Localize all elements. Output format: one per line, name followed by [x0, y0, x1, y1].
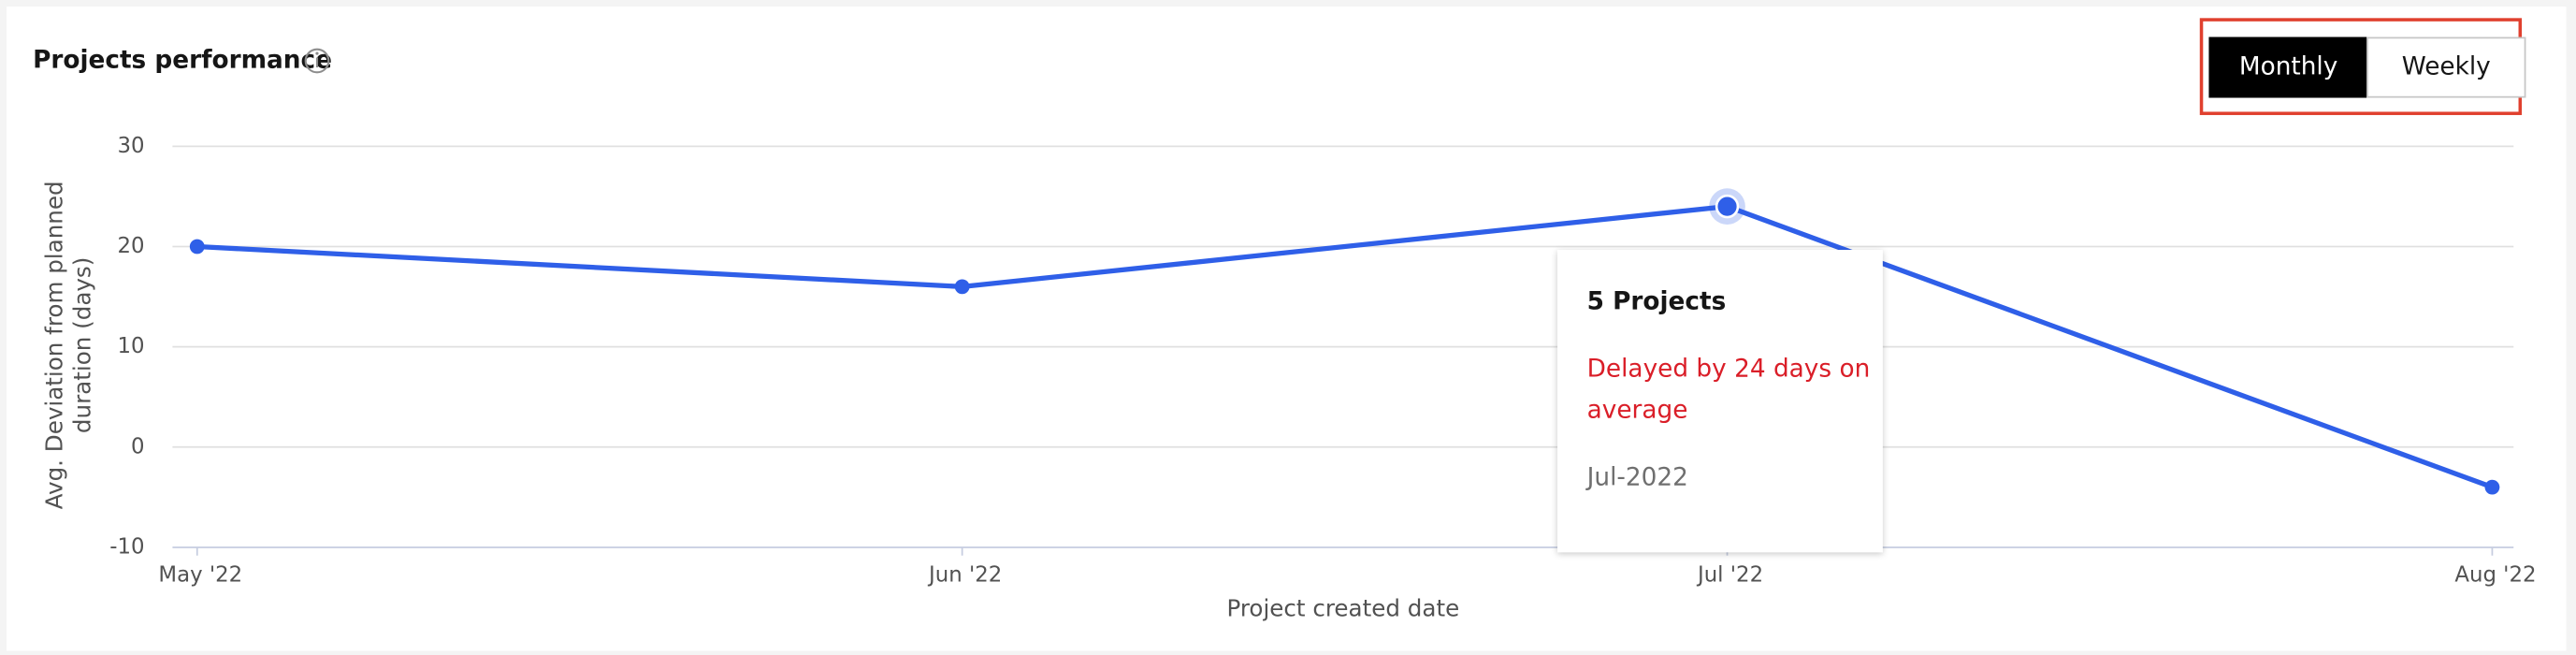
- card: [7, 7, 2567, 651]
- toggle-label[interactable]: Weekly: [2402, 53, 2491, 81]
- y-tick-label: 10: [118, 334, 145, 358]
- x-tick-label: May '22: [158, 562, 242, 587]
- y-tick-label: -10: [109, 534, 144, 559]
- y-tick-label: 0: [131, 434, 145, 458]
- tooltip-title: 5 Projects: [1587, 288, 1727, 316]
- title: Projects performance: [33, 46, 332, 74]
- y-tick-label: 20: [118, 234, 145, 258]
- y-axis-label: Avg. Deviation from planned: [41, 181, 68, 509]
- tooltip-message: average: [1587, 397, 1688, 425]
- tooltip-date: Jul-2022: [1585, 464, 1688, 492]
- x-axis-label: Project created date: [1226, 595, 1459, 622]
- line: [196, 203, 2494, 490]
- point[interactable]: [1715, 194, 1740, 219]
- y-tick-label: 30: [118, 134, 145, 158]
- x-tick-label: Aug '22: [2454, 562, 2536, 587]
- toggle-label[interactable]: Monthly: [2239, 53, 2337, 81]
- point[interactable]: [2484, 479, 2500, 495]
- x-tick-label: Jun '22: [927, 562, 1002, 587]
- point[interactable]: [954, 279, 970, 295]
- toggle-button[interactable]: [2208, 36, 2368, 98]
- point[interactable]: [189, 239, 205, 255]
- x-tick-label: Jul '22: [1696, 562, 1763, 587]
- toggle-button[interactable]: [2366, 36, 2526, 98]
- tooltip-message: Delayed by 24 days on: [1587, 356, 1871, 384]
- y-axis-label: duration (days): [69, 257, 96, 433]
- tooltip: [1557, 250, 1883, 553]
- info-icon[interactable]: [304, 48, 330, 74]
